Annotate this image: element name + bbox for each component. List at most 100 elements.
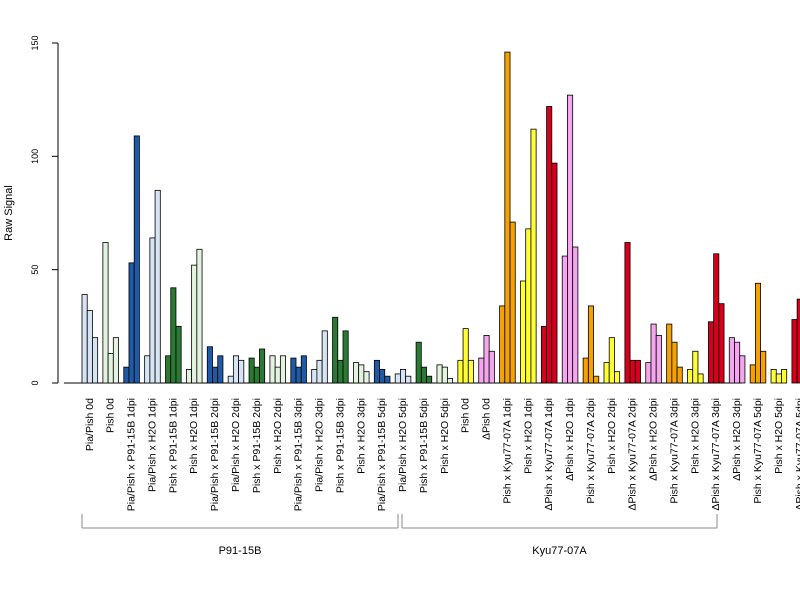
- bars: [81, 51, 800, 384]
- x-tick-label: Pia/Pish 0d: [84, 398, 96, 451]
- bar: [123, 366, 130, 384]
- x-tick-label: Pish x Kyu77-07A 1dpi: [501, 398, 513, 504]
- x-tick-label: Pish 0d: [105, 398, 117, 433]
- bar: [238, 359, 245, 384]
- bar: [206, 346, 213, 384]
- group-label: P91-15B: [219, 545, 262, 557]
- bar: [483, 334, 490, 384]
- bar: [332, 316, 339, 384]
- bar: [274, 366, 281, 384]
- bar: [144, 355, 151, 384]
- bar: [624, 242, 631, 384]
- bar: [446, 378, 454, 384]
- x-tick-label: Pia/Pish x H2O 3dpi: [314, 398, 326, 492]
- bar: [504, 51, 511, 384]
- bar: [405, 375, 412, 384]
- y-tick-label: 150: [30, 35, 40, 50]
- y-tick-label: 0: [30, 380, 40, 385]
- bar: [191, 264, 198, 384]
- bar: [248, 357, 255, 384]
- bar: [650, 323, 657, 384]
- bar: [311, 368, 318, 384]
- bar: [112, 337, 119, 384]
- bar: [567, 94, 574, 384]
- bar: [300, 355, 307, 384]
- bar: [253, 366, 260, 384]
- x-tick-label: Pish 0d: [460, 398, 472, 433]
- bar: [170, 287, 177, 384]
- bar: [561, 255, 568, 384]
- bar: [196, 248, 203, 384]
- bar: [185, 368, 193, 384]
- bar: [760, 350, 767, 384]
- bar: [781, 368, 788, 384]
- bar: [546, 106, 553, 384]
- x-tick-label: Pia/Pish x H2O 1dpi: [146, 398, 158, 492]
- bar: [734, 341, 741, 384]
- bar: [149, 237, 156, 384]
- bar: [697, 373, 704, 384]
- x-tick-label: ΔPish x Kyu77-07A 5dpi: [794, 398, 800, 511]
- bar: [749, 364, 756, 384]
- y-tick-label: 100: [30, 149, 40, 164]
- bar: [540, 325, 547, 384]
- bar: [708, 321, 715, 384]
- bar: [441, 366, 448, 384]
- group-brackets: P91-15B Kyu77-07A: [81, 514, 718, 557]
- bar: [676, 366, 683, 384]
- bar: [509, 221, 516, 384]
- x-tick-label: ΔPish x H2O 3dpi: [731, 398, 743, 481]
- x-tick-label: Pish x H2O 3dpi: [689, 398, 701, 474]
- bar: [316, 359, 323, 384]
- bar: [645, 362, 652, 384]
- x-tick-label: Pish x H2O 1dpi: [522, 398, 534, 474]
- bar: [692, 350, 699, 384]
- bar: [582, 357, 589, 384]
- group-label: Kyu77-07A: [532, 545, 587, 557]
- bar: [321, 330, 328, 384]
- bar: [671, 341, 678, 384]
- x-tick-label: Pia/Pish x H2O 2dpi: [230, 398, 242, 492]
- bar: [92, 337, 99, 384]
- x-tick-labels: Pia/Pish 0d Pish 0d Pia/Pish x P91-15B 1dp…: [84, 398, 800, 511]
- x-tick-label: Pish x H2O 5dpi: [439, 398, 451, 474]
- bar: [530, 128, 537, 384]
- x-tick-label: ΔPish x H2O 1dpi: [564, 398, 576, 481]
- bar: [102, 242, 109, 384]
- bar: [551, 162, 558, 384]
- bar: [603, 362, 610, 384]
- bar: [462, 328, 469, 384]
- bar: [363, 371, 370, 384]
- bar: [353, 362, 360, 384]
- bar: [718, 303, 725, 384]
- bar: [154, 189, 161, 384]
- y-tick-label: 50: [30, 265, 40, 275]
- bar: [420, 366, 427, 384]
- bar: [666, 323, 673, 384]
- bar: [373, 359, 380, 384]
- bar: [614, 371, 621, 384]
- x-tick-label: ΔPish x Kyu77-07A 1dpi: [543, 398, 555, 511]
- bar: [384, 375, 391, 384]
- x-tick-label: Pish x Kyu77-07A 5dpi: [752, 398, 764, 504]
- bar: [175, 325, 182, 384]
- bar: [525, 228, 532, 384]
- bar: [379, 368, 386, 384]
- bar: [457, 359, 464, 384]
- x-tick-label: Pish x H2O 1dpi: [188, 398, 200, 474]
- x-tick-label: Pish x Kyu77-07A 3dpi: [668, 398, 680, 504]
- bar: [232, 355, 240, 384]
- x-tick-label: Pish x P91-15B 3dpi: [334, 398, 346, 493]
- bar: [165, 355, 172, 384]
- bar: [227, 375, 234, 384]
- bar: [212, 366, 219, 384]
- x-tick-label: Pia/Pish x P91-15B 3dpi: [293, 398, 305, 511]
- bar: [128, 262, 135, 384]
- x-tick-label: Pish x H2O 5dpi: [773, 398, 785, 474]
- bar: [426, 375, 433, 384]
- bar: [394, 373, 401, 384]
- bar: [259, 348, 266, 384]
- x-tick-label: Pish x Kyu77-07A 2dpi: [585, 398, 597, 504]
- bar: [629, 359, 636, 384]
